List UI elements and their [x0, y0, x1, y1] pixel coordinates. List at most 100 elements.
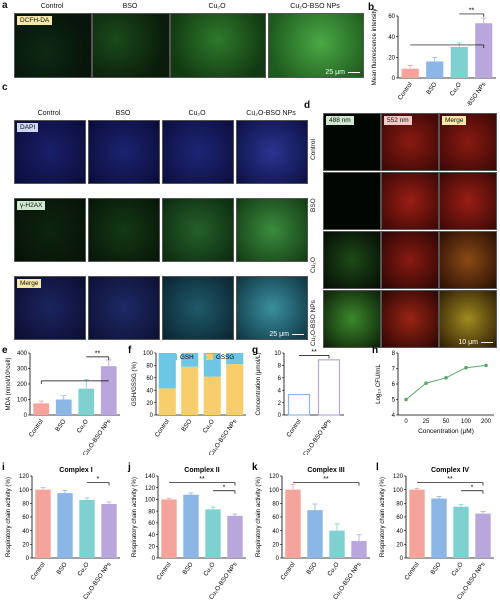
j-ytick-label-2: 40 [148, 533, 155, 539]
i-sig-0: * [97, 476, 100, 483]
f-bar-gsh-0 [158, 353, 176, 389]
i-xlabel-1: BSO [55, 561, 68, 576]
d-row-label-bso: BSO [310, 198, 317, 212]
f-xlabel-1: BSO [180, 418, 193, 433]
i-ytick-label-3: 60 [22, 515, 29, 521]
chart-e: e 0 100 200 300 400 MDA (nmol/10⁶cell) Control B… [2, 345, 120, 455]
d-row-label-cu2o-bso: Cu₂O-BSO NPs [310, 300, 317, 346]
d-552-control: 552 nm [381, 113, 439, 171]
l-ytick-label-0: 0 [400, 556, 404, 562]
j-xlabel-0: Control [155, 561, 172, 581]
k-ytick-label-6: 120 [269, 474, 280, 480]
panel-letter-i: i [2, 462, 5, 473]
l-ylabel: Respiratory chain activity (%) [379, 477, 386, 557]
d-552-cu2o [381, 231, 439, 289]
k-ytick-label-5: 100 [269, 488, 280, 494]
h-xtick-label-2: 50 [443, 419, 450, 425]
d-488-cu2o-bso [323, 290, 381, 348]
h-xtick-label-4: 200 [481, 419, 492, 425]
k-xlabel-1: BSO [305, 561, 318, 576]
j-ylabel: Respiratory chain activity (%) [131, 477, 138, 557]
h-point-0 [404, 397, 408, 402]
j-bar-1 [183, 494, 199, 558]
l-title: Complex IV [431, 467, 469, 474]
g-bar-0 [287, 393, 311, 416]
k-xlabel-2: Cu₂O [326, 561, 341, 578]
e-xlabel-1: BSO [54, 418, 67, 433]
j-ytick-label-3: 60 [148, 521, 155, 527]
b-bar-0 [401, 68, 419, 78]
c-merge-cu2o [162, 276, 234, 340]
h-xlabel: Concentration (μM) [418, 428, 474, 435]
l-bar-2 [453, 506, 469, 558]
c-scale-text: 25 μm [269, 331, 289, 338]
l-ytick-label-5: 100 [393, 488, 404, 494]
a-col-label-bso: BSO [122, 3, 138, 10]
d-col-merge: Merge [442, 116, 467, 125]
f-ytick-label-2: 40 [146, 388, 153, 394]
l-xlabel-0: Control [403, 561, 420, 581]
a-scale-text: 25 μm [325, 69, 345, 76]
d-scale-text: 10 μm [458, 339, 478, 346]
e-bar-3 [100, 366, 117, 415]
d-merge-cu2o-bso: 10 μm [439, 290, 497, 348]
k-bar-3 [351, 540, 367, 558]
b-xlabel-2: Cu₂O [448, 81, 463, 98]
chart-h: h 4 5 6 7 8 Log₁₀ CFU/mL 0 25 50 100 200 Concentrati… [372, 345, 494, 435]
g-bar-1 [317, 359, 341, 416]
k-xlabel-0: Control [279, 561, 296, 581]
e-ytick-label-0: 0 [24, 413, 28, 419]
l-sig-0: ** [447, 476, 453, 483]
b-bar-1 [426, 61, 444, 78]
l-bar-3 [475, 513, 491, 558]
j-ytick-label-4: 80 [148, 509, 155, 515]
b-bar-3 [475, 23, 493, 78]
g-ytick-label-2: 4 [278, 388, 282, 394]
k-ytick-label-4: 80 [272, 502, 279, 508]
j-ytick-label-7: 140 [145, 474, 156, 480]
c-h2ax-cu2o-bso [236, 198, 308, 262]
j-xlabel-2: Cu₂O [202, 561, 217, 578]
d-488-control: 488 nm [323, 113, 381, 171]
f-ylabel: GSH/GSSG (%) [131, 362, 138, 406]
a-scale-bar [348, 71, 360, 73]
c-merge-bso [88, 276, 160, 340]
h-xtick-label-0: 0 [404, 419, 408, 425]
i-bar-0 [35, 489, 51, 558]
e-ytick-label-3: 300 [17, 367, 28, 373]
c-h2ax-cu2o [162, 198, 234, 262]
d-row-label-cu2o: Cu₂O [310, 257, 317, 273]
panel-letter-d: d [304, 100, 311, 111]
e-bar-1 [55, 399, 72, 415]
i-bar-3 [101, 504, 117, 558]
chart-j: j Complex II 0 20 40 60 80 100 120 140 Respiratory… [127, 462, 246, 601]
l-xlabel-1: BSO [429, 561, 442, 576]
f-ytick-label-0: 0 [150, 413, 154, 419]
d-merge-control: Merge [439, 113, 497, 171]
g-ytick-label-1: 2 [278, 401, 282, 407]
k-sig-0: ** [323, 476, 329, 483]
c-dapi-control: DAPI [14, 120, 86, 184]
h-ytick-label-2: 6 [392, 382, 396, 388]
b-xlabel-1: BSO [425, 81, 438, 96]
f-xlabel-2: Cu₂O [201, 418, 216, 435]
chart-b: b 0 20 40 60 Mean fluorescence intensity Contr… [368, 2, 496, 106]
panel-letter-j: j [127, 462, 131, 473]
f-ytick-label-4: 80 [146, 364, 153, 370]
e-ytick-label-4: 400 [17, 351, 28, 357]
g-ytick-label-3: 6 [278, 376, 282, 382]
h-ylabel: Log₁₀ CFU/mL [375, 364, 382, 404]
b-ylabel: Mean fluorescence intensity [371, 8, 378, 86]
c-col-label-control: Control [37, 110, 61, 117]
j-bar-3 [227, 515, 243, 558]
k-ytick-label-0: 0 [276, 556, 280, 562]
panel-letter-l: l [376, 462, 379, 473]
panel-letter-k: k [252, 462, 258, 473]
panel-letter-e: e [2, 345, 8, 356]
g-ytick-label-4: 8 [278, 364, 282, 370]
c-dapi-cu2o-bso [236, 120, 308, 184]
i-ytick-label-1: 20 [22, 543, 29, 549]
i-ytick-label-5: 100 [19, 488, 30, 494]
f-legend-label-0: GSH [180, 354, 194, 361]
